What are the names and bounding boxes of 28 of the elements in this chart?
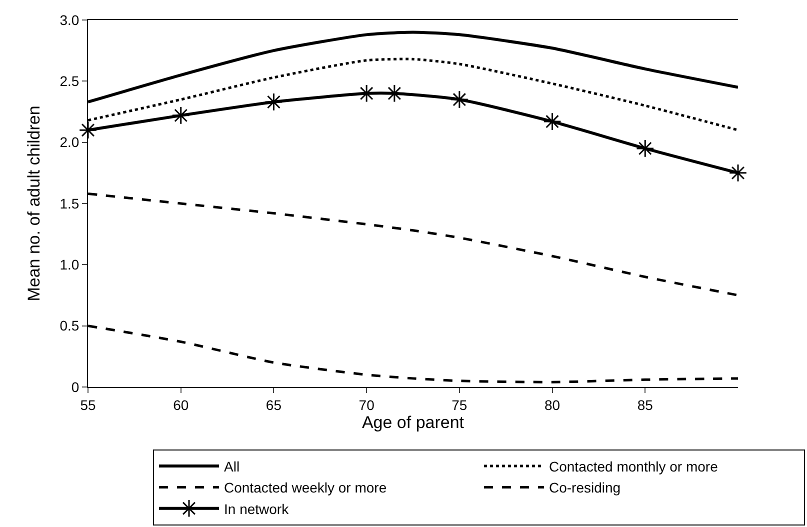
point [543,112,562,131]
point [636,139,654,158]
legend-label: All [224,458,240,474]
y-tick-label: 2.0 [60,134,80,150]
point [450,90,469,109]
x-tick-label: 80 [544,396,560,413]
point [264,92,283,112]
y-tick-label: 0 [71,378,80,395]
point [728,164,748,182]
x-tick-label: 60 [173,396,189,413]
x-tick-label: 55 [80,396,96,413]
x-tick-label: 70 [358,396,375,413]
y-axis-title: Mean no. of adult children [24,106,44,302]
x-axis-title: Age of parent [362,413,464,432]
legend-label: Contacted monthly or more [549,458,718,474]
legend-label: Co-residing [549,480,621,496]
point [78,120,98,140]
y-tick-label: 0.5 [60,318,80,334]
x-tick-label: 75 [452,396,468,413]
point [172,106,190,125]
x-tick-label: 85 [637,396,654,413]
y-tick-label: 3.0 [60,12,80,28]
x-tick-label: 65 [266,396,282,413]
y-tick-label: 1.5 [60,195,80,212]
y-tick-label: 2.5 [60,73,80,90]
legend-label: In network [224,500,290,517]
legend-label: Contacted weekly or more [224,480,387,496]
y-tick-label: 1.0 [60,256,80,273]
